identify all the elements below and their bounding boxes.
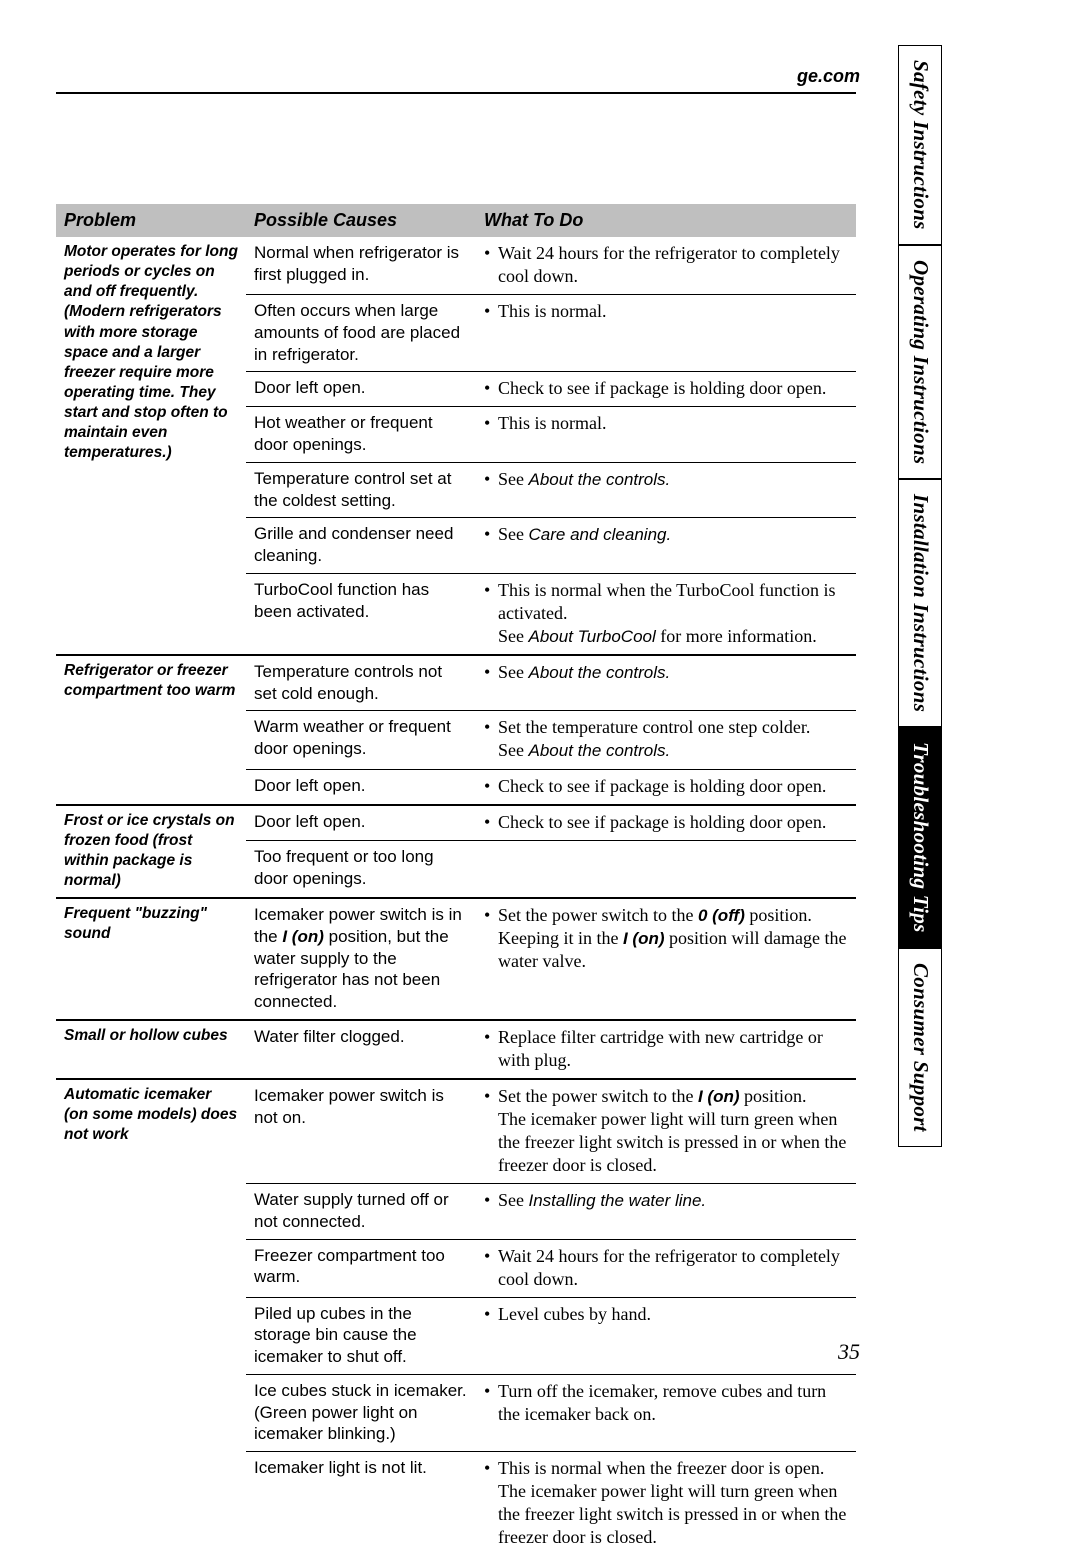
section-tabs: Safety Instructions Operating Instructio… bbox=[898, 45, 942, 1147]
cause-cell: Icemaker power switch is in the I (on) p… bbox=[246, 898, 476, 1020]
problem-cell: Motor operates for long periods or cycle… bbox=[56, 237, 246, 655]
cause-cell: Door left open. bbox=[246, 805, 476, 841]
cause-cell: Grille and condenser need cleaning. bbox=[246, 518, 476, 574]
cause-cell: TurboCool function has been activated. bbox=[246, 573, 476, 655]
cause-cell: Temperature controls not set cold enough… bbox=[246, 655, 476, 711]
cause-cell: Often occurs when large amounts of food … bbox=[246, 295, 476, 372]
todo-cell: Set the temperature control one step col… bbox=[476, 711, 856, 769]
troubleshooting-table-wrap: Problem Possible Causes What To Do Motor… bbox=[56, 204, 856, 1555]
todo-cell bbox=[476, 841, 856, 898]
col-todo: What To Do bbox=[476, 204, 856, 237]
todo-cell: This is normal. bbox=[476, 295, 856, 372]
tab-safety: Safety Instructions bbox=[898, 45, 942, 245]
table-row: Automatic icemaker (on some models) does… bbox=[56, 1079, 856, 1184]
cause-cell: Temperature control set at the coldest s… bbox=[246, 462, 476, 518]
tab-troubleshooting: Troubleshooting Tips bbox=[898, 727, 942, 948]
cause-cell: Icemaker power switch is not on. bbox=[246, 1079, 476, 1184]
todo-cell: This is normal when the freezer door is … bbox=[476, 1452, 856, 1555]
table-row: Small or hollow cubes Water filter clogg… bbox=[56, 1020, 856, 1079]
cause-cell: Door left open. bbox=[246, 372, 476, 407]
tab-installation: Installation Instructions bbox=[898, 479, 942, 727]
todo-cell: Check to see if package is holding door … bbox=[476, 805, 856, 841]
todo-text: See About the controls. bbox=[484, 661, 848, 684]
todo-text: Turn off the icemaker, remove cubes and … bbox=[484, 1380, 848, 1426]
todo-text: This is normal. bbox=[484, 300, 848, 323]
cause-cell: Ice cubes stuck in icemaker. (Green powe… bbox=[246, 1374, 476, 1451]
todo-cell: Set the power switch to the 0 (off) posi… bbox=[476, 898, 856, 1020]
tab-consumer: Consumer Support bbox=[898, 948, 942, 1147]
header-url: ge.com bbox=[797, 66, 860, 87]
cause-cell: Warm weather or frequent door openings. bbox=[246, 711, 476, 769]
cause-cell: Door left open. bbox=[246, 769, 476, 805]
problem-cell: Refrigerator or freezer compartment too … bbox=[56, 655, 246, 805]
todo-text: The icemaker power light will turn green… bbox=[484, 1108, 848, 1177]
todo-text: Set the power switch to the I (on) posit… bbox=[484, 1085, 848, 1108]
table-header-row: Problem Possible Causes What To Do bbox=[56, 204, 856, 237]
cause-cell: Piled up cubes in the storage bin cause … bbox=[246, 1297, 476, 1374]
todo-cell: See About the controls. bbox=[476, 462, 856, 518]
todo-cell: Wait 24 hours for the refrigerator to co… bbox=[476, 237, 856, 295]
cause-cell: Too frequent or too long door openings. bbox=[246, 841, 476, 898]
problem-cell: Frost or ice crystals on frozen food (fr… bbox=[56, 805, 246, 899]
manual-page: ge.com Safety Instructions Operating Ins… bbox=[0, 0, 1080, 1397]
todo-cell: Wait 24 hours for the refrigerator to co… bbox=[476, 1239, 856, 1297]
todo-text: Check to see if package is holding door … bbox=[484, 811, 848, 834]
todo-text: See About the controls. bbox=[484, 468, 848, 491]
table-row: Refrigerator or freezer compartment too … bbox=[56, 655, 856, 711]
todo-cell: This is normal. bbox=[476, 407, 856, 463]
col-problem: Problem bbox=[56, 204, 246, 237]
todo-text: Set the power switch to the 0 (off) posi… bbox=[484, 904, 848, 973]
cause-cell: Water supply turned off or not connected… bbox=[246, 1184, 476, 1240]
header-rule bbox=[56, 92, 856, 94]
troubleshooting-table: Problem Possible Causes What To Do Motor… bbox=[56, 204, 856, 1555]
table-row: Frequent "buzzing" sound Icemaker power … bbox=[56, 898, 856, 1020]
todo-text: See About the controls. bbox=[484, 739, 848, 762]
todo-text: Level cubes by hand. bbox=[484, 1303, 848, 1326]
table-row: Frost or ice crystals on frozen food (fr… bbox=[56, 805, 856, 841]
todo-text: See About TurboCool for more information… bbox=[484, 625, 848, 648]
todo-text: See Installing the water line. bbox=[484, 1189, 848, 1212]
todo-cell: Level cubes by hand. bbox=[476, 1297, 856, 1374]
todo-cell: Replace filter cartridge with new cartri… bbox=[476, 1020, 856, 1079]
todo-text: Replace filter cartridge with new cartri… bbox=[484, 1026, 848, 1072]
todo-cell: Set the power switch to the I (on) posit… bbox=[476, 1079, 856, 1184]
todo-text: This is normal when the freezer door is … bbox=[484, 1457, 848, 1549]
todo-cell: See Installing the water line. bbox=[476, 1184, 856, 1240]
todo-cell: Check to see if package is holding door … bbox=[476, 372, 856, 407]
todo-text: Check to see if package is holding door … bbox=[484, 377, 848, 400]
todo-text: Check to see if package is holding door … bbox=[484, 775, 848, 798]
todo-text: Set the temperature control one step col… bbox=[484, 716, 848, 739]
todo-cell: Turn off the icemaker, remove cubes and … bbox=[476, 1374, 856, 1451]
table-row: Motor operates for long periods or cycle… bbox=[56, 237, 856, 295]
cause-cell: Freezer compartment too warm. bbox=[246, 1239, 476, 1297]
todo-text: See Care and cleaning. bbox=[484, 523, 848, 546]
todo-cell: See About the controls. bbox=[476, 655, 856, 711]
cause-cell: Water filter clogged. bbox=[246, 1020, 476, 1079]
tab-operating: Operating Instructions bbox=[898, 245, 942, 479]
todo-text: Wait 24 hours for the refrigerator to co… bbox=[484, 242, 848, 288]
problem-cell: Frequent "buzzing" sound bbox=[56, 898, 246, 1020]
cause-cell: Icemaker light is not lit. bbox=[246, 1452, 476, 1555]
todo-text: Wait 24 hours for the refrigerator to co… bbox=[484, 1245, 848, 1291]
todo-cell: Check to see if package is holding door … bbox=[476, 769, 856, 805]
col-cause: Possible Causes bbox=[246, 204, 476, 237]
problem-cell: Automatic icemaker (on some models) does… bbox=[56, 1079, 246, 1555]
page-number: 35 bbox=[838, 1339, 860, 1365]
cause-cell: Normal when refrigerator is first plugge… bbox=[246, 237, 476, 295]
todo-text: This is normal when the TurboCool functi… bbox=[484, 579, 848, 625]
cause-cell: Hot weather or frequent door openings. bbox=[246, 407, 476, 463]
todo-text: This is normal. bbox=[484, 412, 848, 435]
todo-cell: This is normal when the TurboCool functi… bbox=[476, 573, 856, 655]
todo-cell: See Care and cleaning. bbox=[476, 518, 856, 574]
problem-cell: Small or hollow cubes bbox=[56, 1020, 246, 1079]
